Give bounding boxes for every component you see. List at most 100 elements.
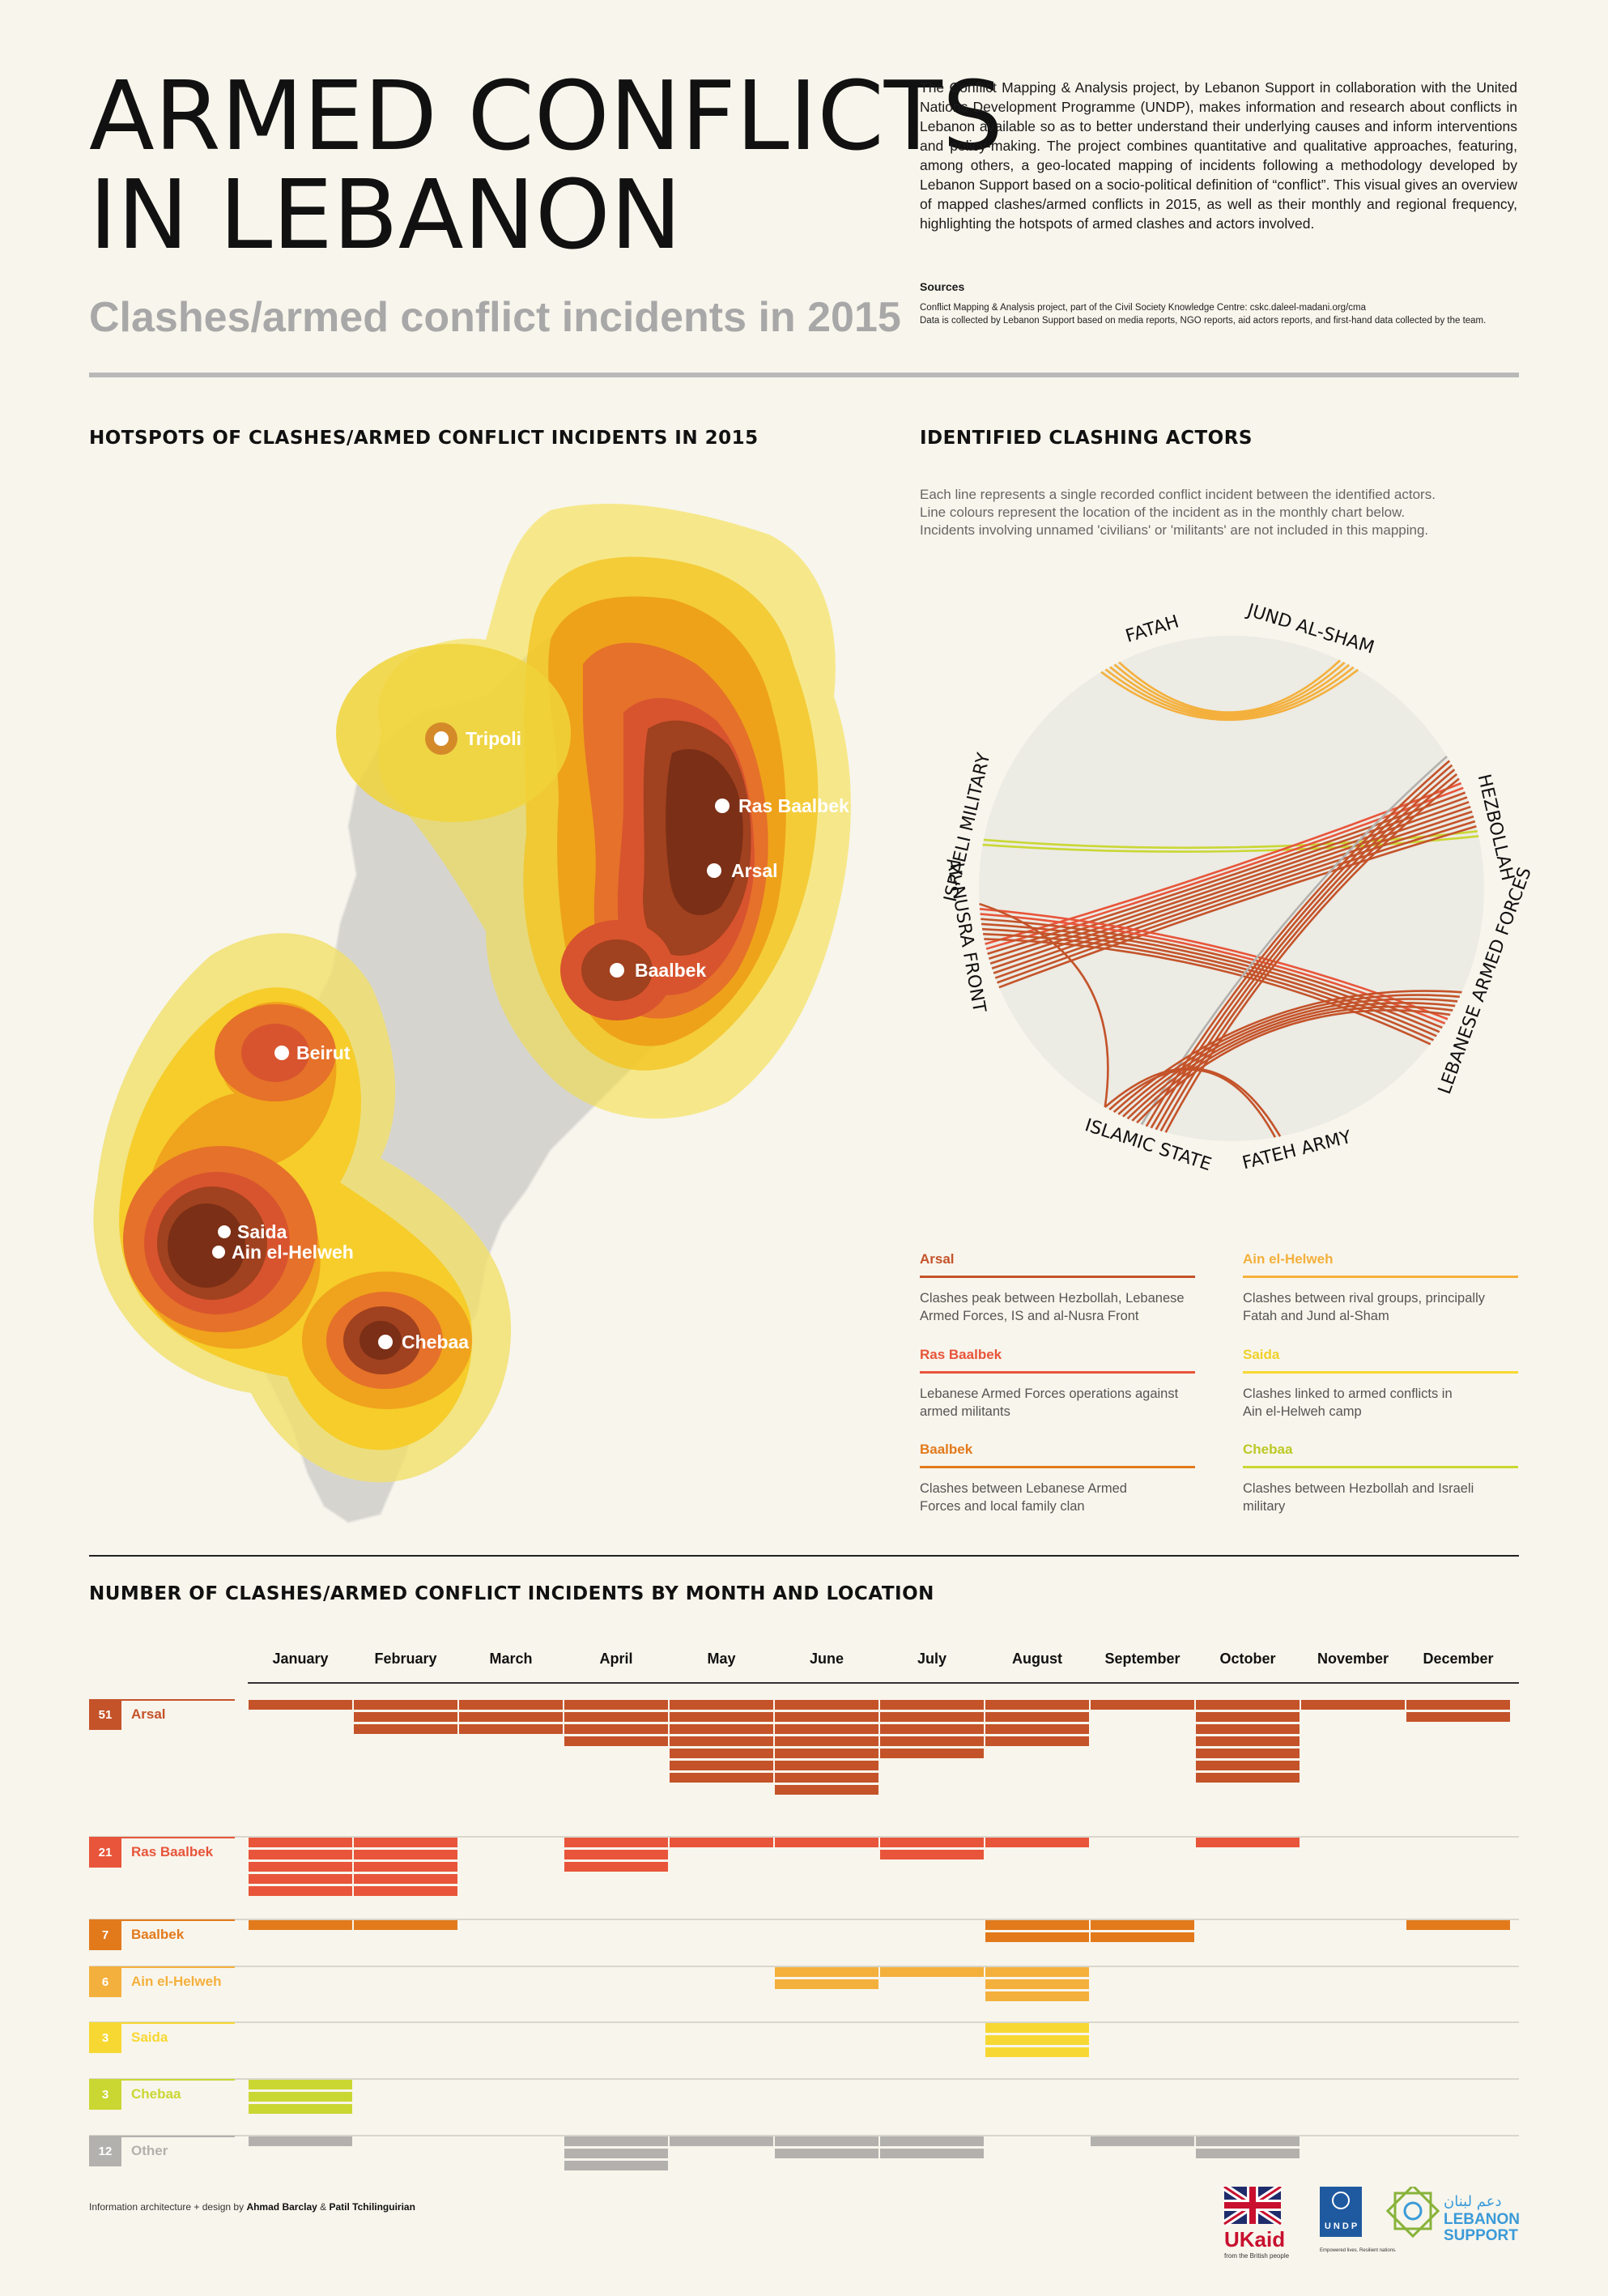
incident-tile [354,1712,457,1722]
incident-tile [249,1700,352,1710]
chord-link [987,791,1466,955]
row-arsal: 51 Arsal [89,1699,1510,1795]
incident-tile [985,1979,1089,1989]
incident-tile [1196,1700,1300,1710]
row-other: 12 Other [89,2136,1300,2170]
chord-link [1104,1067,1282,1137]
incident-tile [670,2136,773,2146]
chord-link [998,824,1477,989]
incident-tile [985,2035,1089,2045]
incident-tile [880,1724,984,1734]
actors-note: Each line represents a single recorded c… [920,486,1535,539]
chord-link [1113,662,1346,715]
chord-link [989,801,1470,965]
total-badge [89,2022,121,2053]
incident-tile [1196,2149,1300,2158]
incident-tile [249,1874,352,1884]
incident-tile [249,1920,352,1930]
incident-tile [564,2161,668,2170]
incident-tile [249,1838,352,1847]
incident-tile [775,2149,878,2158]
incident-tile [1196,1712,1300,1722]
label-beirut: Beirut [296,1042,351,1063]
incident-tile [564,1838,668,1847]
month-rows: 51 Arsal 21 Ras Baalbek 7 Baalbek 6 Ain el-Helw… [89,1699,1519,2170]
sources-line-1: Conflict Mapping & Analysis project, par… [920,303,1366,313]
incident-tile [985,2023,1089,2033]
incident-tile [354,1886,457,1896]
chord-link [1109,663,1351,718]
total-badge [89,1837,121,1868]
incident-tile [459,1700,563,1710]
total-badge [89,1966,121,1997]
sources-line-2: Data is collected by Lebanon Support bas… [920,316,1487,326]
undp-logo: U N D P Empowered lives. Resilient natio… [1320,2187,1397,2253]
incident-tile [985,1991,1089,2001]
saida-marker [218,1225,231,1238]
top-divider [89,373,1519,377]
row-saida: 3 Saida [89,2022,1089,2057]
legend-name: Baalbek [920,1442,973,1457]
incident-tile [249,1886,352,1896]
label-ras-baalbek: Ras Baalbek [738,795,849,816]
incident-tile [564,1850,668,1859]
incident-tile [880,1850,984,1859]
incident-tile [775,1700,878,1710]
incident-tile [249,2080,352,2089]
sources-text: Conflict Mapping & Analysis project, par… [920,301,1487,327]
incident-tile [1406,1712,1510,1722]
incident-tile [354,1838,457,1847]
total-value: 3 [102,2088,108,2102]
actors-note-line-3: Incidents involving unnamed 'civilians' … [920,522,1429,538]
incident-tile [670,1724,773,1734]
month-label: January [272,1651,328,1667]
lebanon-support-logo: دعم لبنان LEBANON SUPPORT [1385,2187,1520,2244]
legend-ras-baalbek: Ras Baalbek Lebanese Armed Forces operat… [920,1347,1195,1421]
incident-tile [564,1712,668,1722]
row-label: Chebaa [131,2086,181,2102]
total-value: 6 [102,1975,108,1989]
chord-link [1164,777,1460,1133]
month-headers: January February March April May June July Augu… [272,1651,1493,1667]
monthly-chart: January February March April May June July Augu… [89,1651,1519,2170]
chord-link [1122,998,1458,1118]
legend-arsal: Arsal Clashes peak between Hezbollah, Le… [920,1251,1195,1325]
incident-tile [1091,2136,1194,2146]
incident-tile [459,1712,563,1722]
chord-link [1100,668,1359,722]
legend-saida: Saida Clashes linked to armed conflicts … [1243,1347,1518,1421]
incident-tile [1406,1700,1510,1710]
incident-tile [985,1736,1089,1746]
actors-note-line-1: Each line represents a single recorded c… [920,487,1436,502]
incident-tile [775,1773,878,1783]
partner-logos: UKaid from the British people U N D P Em… [1222,2187,1520,2260]
incident-tile [985,1724,1089,1734]
lebanon-support-line1: LEBANON [1444,2211,1520,2228]
beirut-marker [274,1046,289,1060]
incident-tile [354,1874,457,1884]
tripoli-marker [434,731,449,746]
month-label: December [1423,1651,1493,1667]
incident-tile [985,1920,1089,1930]
incident-tile [775,1838,878,1847]
row-ras-baalbek: 21 Ras Baalbek [89,1837,1300,1896]
legend-name: Ras Baalbek [920,1347,1002,1362]
incident-tile [564,2149,668,2158]
legend-desc: Clashes between Hezbollah and Israeli mil… [1243,1481,1474,1514]
footer-credit: Information architecture + design by Ahm… [89,2201,415,2213]
incident-tile [564,1724,668,1734]
incident-tile [354,1850,457,1859]
month-label: June [810,1651,844,1667]
incident-tile [985,1700,1089,1710]
chord-link [997,820,1476,984]
incident-tile [670,1749,773,1758]
total-badge [89,1919,121,1950]
lebanon-support-arabic: دعم لبنان [1444,2193,1502,2210]
chord-link [994,815,1474,979]
row-label: Ras Baalbek [131,1844,214,1859]
legend-line [1243,1466,1518,1468]
row-label: Other [131,2143,168,2158]
incident-tile [775,1712,878,1722]
baalbek-marker [610,963,624,978]
